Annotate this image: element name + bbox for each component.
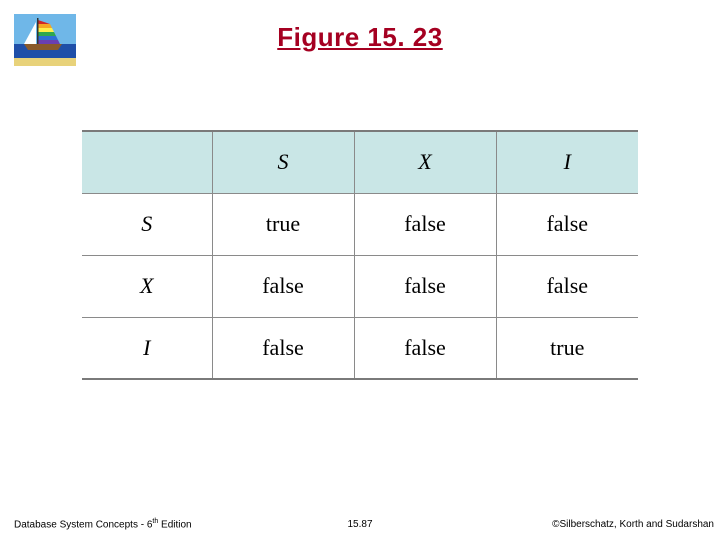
table-header-row: S X I: [82, 131, 638, 193]
compatibility-table: S X I S true false false X false false f…: [82, 130, 638, 380]
cell: false: [354, 317, 496, 379]
col-header: I: [496, 131, 638, 193]
cell: true: [496, 317, 638, 379]
table-row: I false false true: [82, 317, 638, 379]
cell: false: [212, 317, 354, 379]
figure-title: Figure 15. 23: [0, 22, 720, 53]
row-header: I: [82, 317, 212, 379]
footer-copyright: ©Silberschatz, Korth and Sudarshan: [552, 519, 714, 530]
cell: false: [354, 255, 496, 317]
col-header: S: [212, 131, 354, 193]
row-header: X: [82, 255, 212, 317]
cell: false: [354, 193, 496, 255]
col-header: X: [354, 131, 496, 193]
cell: true: [212, 193, 354, 255]
table: S X I S true false false X false false f…: [82, 130, 638, 380]
slide: Figure 15. 23 S X I S true false false X…: [0, 0, 720, 540]
table-corner-cell: [82, 131, 212, 193]
row-header: S: [82, 193, 212, 255]
cell: false: [496, 255, 638, 317]
cell: false: [212, 255, 354, 317]
table-row: S true false false: [82, 193, 638, 255]
table-row: X false false false: [82, 255, 638, 317]
cell: false: [496, 193, 638, 255]
